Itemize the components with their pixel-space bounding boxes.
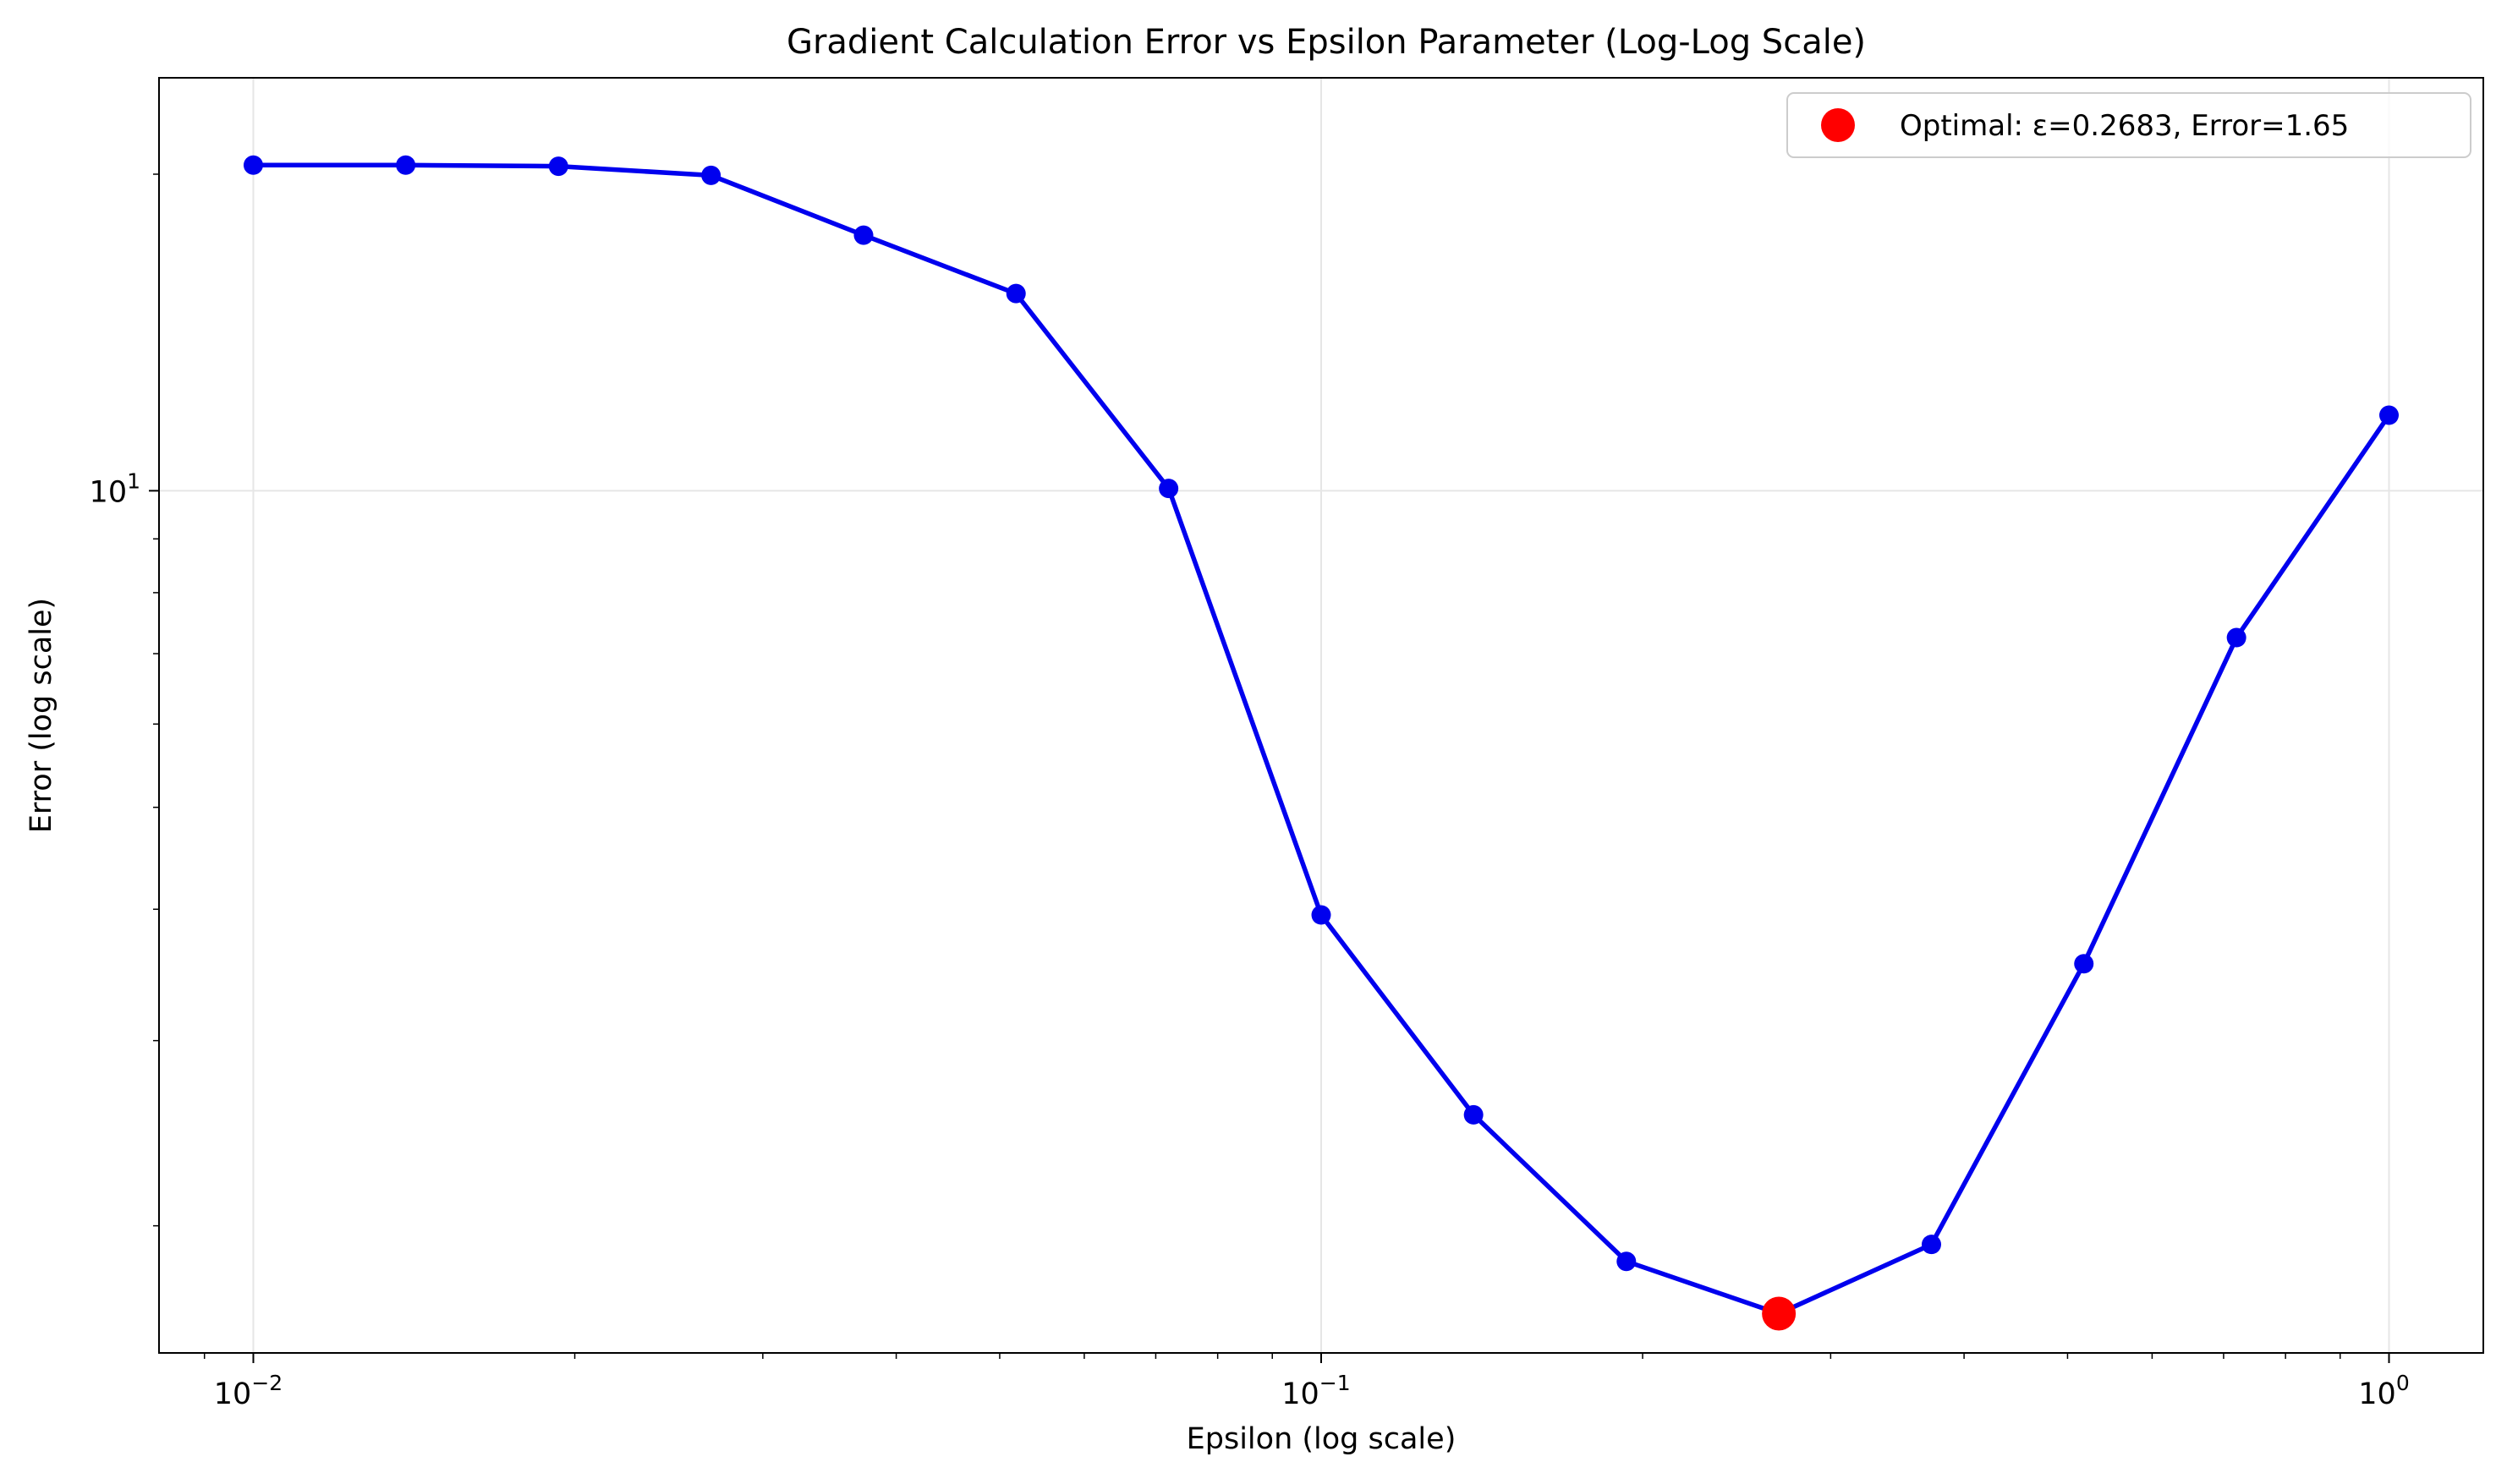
x-tick-label: 10−1 xyxy=(1281,1371,1350,1411)
legend-marker xyxy=(1821,108,1855,142)
data-point xyxy=(2226,627,2246,648)
data-point xyxy=(2379,405,2400,425)
data-point xyxy=(548,156,568,177)
data-point xyxy=(1311,905,1331,925)
y-tick-label: 101 xyxy=(90,468,140,509)
data-point xyxy=(1159,479,1179,499)
data-point xyxy=(243,155,263,175)
x-tick-label: 100 xyxy=(2358,1371,2409,1411)
legend-label: Optimal: ε=0.2683, Error=1.65 xyxy=(1900,109,2349,143)
data-point xyxy=(1921,1235,1941,1255)
data-point xyxy=(396,155,416,175)
y-axis-label: Error (log scale) xyxy=(25,598,58,833)
legend: Optimal: ε=0.2683, Error=1.65 xyxy=(1786,92,2471,158)
grid xyxy=(159,78,2483,1353)
legend-box xyxy=(1786,92,2471,158)
data-point xyxy=(701,165,721,185)
series-layer xyxy=(243,155,2400,1331)
ticks: 10−2 10−1 100 101 xyxy=(90,173,2410,1411)
chart-title: Gradient Calculation Error vs Epsilon Pa… xyxy=(787,23,1866,62)
optimal-point xyxy=(1762,1296,1797,1331)
data-point xyxy=(1006,283,1026,304)
x-tick-label: 10−2 xyxy=(214,1371,283,1411)
data-point xyxy=(1463,1104,1484,1125)
x-axis-label: Epsilon (log scale) xyxy=(1187,1422,1456,1456)
data-point xyxy=(853,225,874,245)
data-point xyxy=(2074,954,2094,974)
data-point xyxy=(1616,1251,1637,1272)
